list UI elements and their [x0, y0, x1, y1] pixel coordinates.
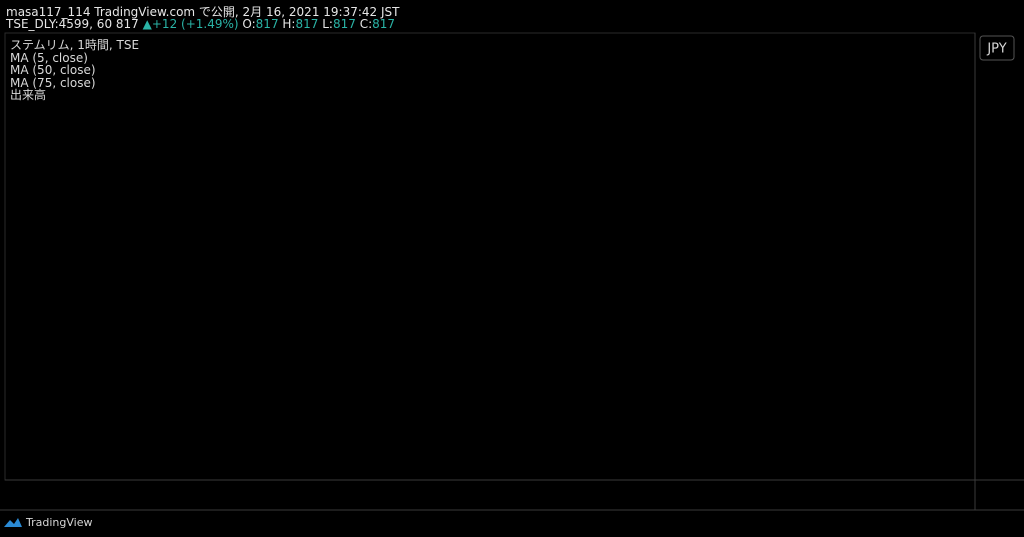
currency: JPY	[986, 42, 1006, 57]
change: +12 (+1.49%)	[151, 17, 239, 31]
currency-box	[979, 35, 1015, 61]
legend-entry: 出来高	[10, 88, 47, 102]
open: 817	[255, 17, 279, 31]
legend-entry: MA (5, close)	[10, 50, 88, 65]
price: 817	[115, 17, 139, 31]
header-line: masa117_114 TradingView.com で公開, 2月 16, …	[6, 3, 399, 20]
brand: TradingView	[25, 516, 92, 529]
chart-title: ステムリム, 1時間, TSE	[10, 38, 140, 52]
close: 817	[372, 17, 396, 31]
arrow: ▲	[142, 17, 152, 31]
l-label: L:	[322, 17, 333, 31]
plot-area	[4, 32, 976, 481]
o-label: O:	[242, 17, 256, 31]
logo-icon	[4, 518, 22, 527]
h-label: H:	[282, 17, 296, 31]
high: 817	[295, 17, 319, 31]
legend: ステムリム, 1時間, TSE MA (5, close) MA (50, cl…	[10, 39, 139, 102]
legend-entry: MA (75, close)	[10, 75, 96, 90]
legend-entry: MA (50, close)	[10, 63, 96, 77]
c-label: C:	[359, 17, 373, 31]
quote-line: TSE_DLY:4599, 60 817 ▲+12 (+1.49%) O:817…	[6, 17, 395, 31]
publisher: masa117_114 TradingView.com で公開, 2月 16, …	[6, 5, 400, 19]
low: 817	[332, 17, 356, 31]
symbol: TSE_DLY:4599, 60	[6, 17, 113, 31]
